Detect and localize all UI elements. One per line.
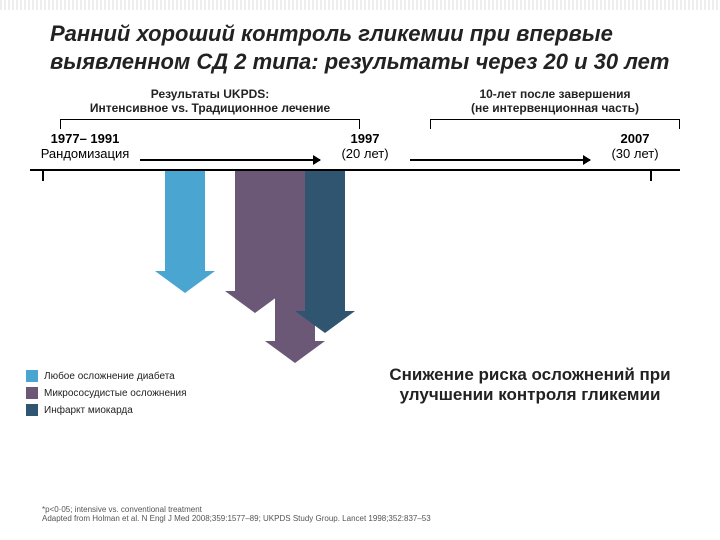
legend-swatch	[26, 387, 38, 399]
footnote-line2: Adapted from Holman et al. N Engl J Med …	[42, 514, 431, 524]
arrow-icon	[140, 159, 320, 161]
footnote-line1: *p<0·05; intensive vs. conventional trea…	[42, 505, 431, 515]
t3-years: 2007	[596, 131, 674, 146]
legend: Любое осложнение диабета Микрососудистые …	[26, 370, 187, 421]
top-pattern	[0, 0, 720, 10]
footnote: *p<0·05; intensive vs. conventional trea…	[42, 505, 431, 524]
t2-years: 1997	[326, 131, 404, 146]
bracket-right	[430, 119, 680, 129]
legend-swatch	[26, 404, 38, 416]
arrow-icon	[410, 159, 590, 161]
conclusion-text: Снижение риска осложнений при улучшении …	[380, 365, 680, 405]
down-arrow	[295, 171, 355, 333]
arrows-area: 12%*16%25%*	[30, 171, 690, 351]
arrow-head-icon	[265, 341, 325, 363]
legend-label: Инфаркт миокарда	[44, 405, 133, 416]
t1-years: 1977– 1991	[36, 131, 134, 146]
bracket-left	[60, 119, 360, 129]
subhead-left-1: Результаты UKPDS:	[60, 87, 360, 101]
down-arrow	[155, 171, 215, 293]
t1-label: Рандомизация	[36, 146, 134, 161]
legend-label: Микрососудистые осложнения	[44, 388, 187, 399]
down-arrow	[225, 171, 285, 313]
timeline-labels: 1977– 1991 Рандомизация 1997 (20 лет) 20…	[0, 131, 720, 161]
legend-item: Любое осложнение диабета	[26, 370, 187, 382]
slide-title: Ранний хороший контроль гликемии при впе…	[0, 10, 720, 81]
subhead-right-2: (не интервенционная часть)	[430, 101, 680, 115]
arrow-head-icon	[155, 271, 215, 293]
legend-label: Любое осложнение диабета	[44, 371, 175, 382]
arrow-shaft	[235, 171, 275, 291]
t3-label: (30 лет)	[596, 146, 674, 161]
legend-item: Инфаркт миокарда	[26, 404, 187, 416]
t2-label: (20 лет)	[326, 146, 404, 161]
legend-swatch	[26, 370, 38, 382]
arrow-head-icon	[225, 291, 285, 313]
arrow-head-icon	[295, 311, 355, 333]
arrow-shaft	[165, 171, 205, 271]
legend-item: Микрососудистые осложнения	[26, 387, 187, 399]
subhead-right-1: 10-лет после завершения	[430, 87, 680, 101]
subhead-row: Результаты UKPDS: Интенсивное vs. Традиц…	[0, 81, 720, 131]
arrow-shaft	[305, 171, 345, 311]
subhead-left-2: Интенсивное vs. Традиционное лечение	[60, 101, 360, 115]
